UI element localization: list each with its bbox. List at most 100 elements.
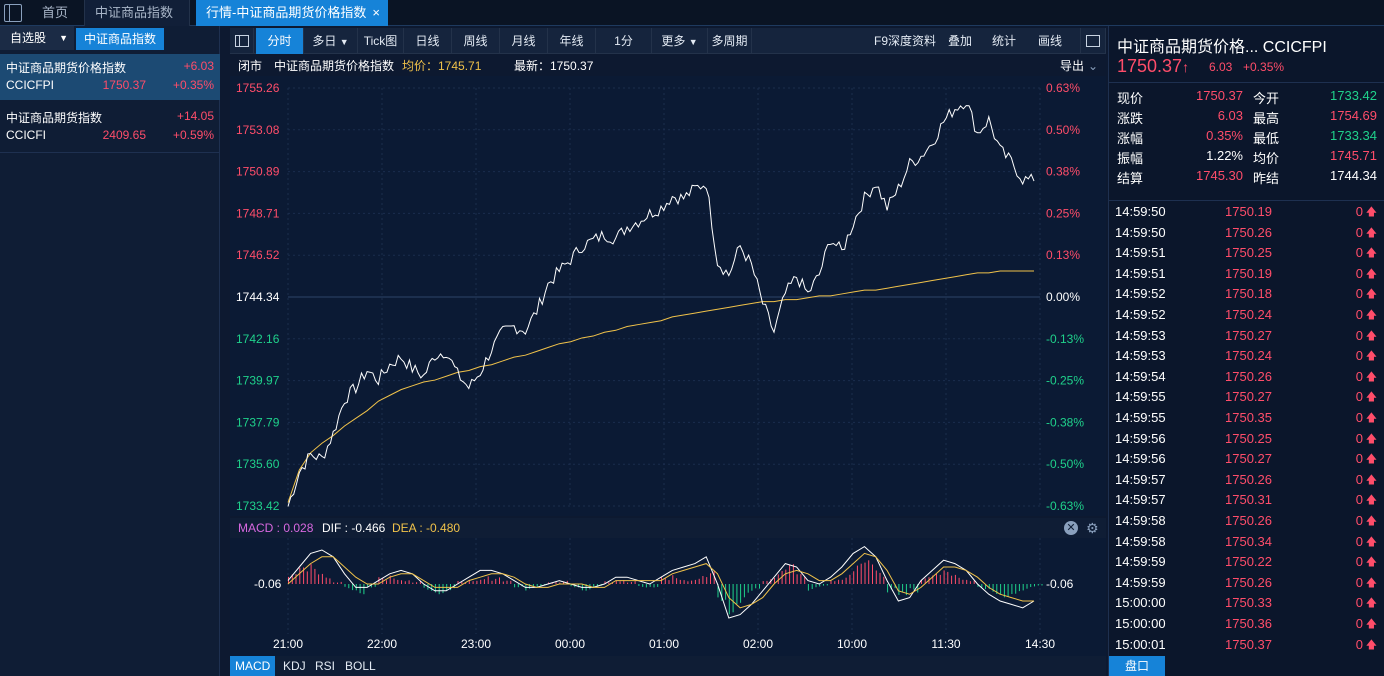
panel-toggle-icon[interactable] xyxy=(1080,28,1106,54)
chart-header: 闭市 中证商品期货价格指数 均价：1745.71 最新：1750.37 导出 ⌄ xyxy=(230,56,1106,76)
tab-watchlist[interactable]: 自选股 ▼ xyxy=(0,26,74,50)
arrow-up-icon: 🡅 xyxy=(1365,432,1377,445)
macd-bar xyxy=(563,581,564,584)
macd-bar xyxy=(645,584,647,588)
tick-time: 14:59:55 xyxy=(1115,410,1166,425)
macd-bar xyxy=(1022,584,1024,591)
arrow-up-icon: 🡅 xyxy=(1365,370,1377,383)
btn-monthly[interactable]: 月线 xyxy=(500,28,548,54)
btn-daily[interactable]: 日线 xyxy=(404,28,452,54)
btn-weekly[interactable]: 周线 xyxy=(452,28,500,54)
y-tick-label: 1748.71 xyxy=(236,206,280,220)
pct-tick-label: 0.38% xyxy=(1046,165,1080,179)
tab-commodity-index[interactable]: 中证商品指数 xyxy=(84,0,190,26)
stat-label: 均价 xyxy=(1253,151,1280,166)
macd-bar xyxy=(947,571,949,584)
intraday-chart[interactable]: 1755.26 0.63% 1753.08 0.50% 1750.89 0.38% 1748… xyxy=(230,76,1106,516)
tick-time: 14:59:53 xyxy=(1115,327,1166,343)
tick-price: 1750.26 xyxy=(1225,513,1272,528)
macd-bar xyxy=(672,575,674,584)
watchlist-item[interactable]: 中证商品期货价格指数 +6.03 CCICFPI 1750.37 +0.35% xyxy=(0,54,220,100)
btn-yearly[interactable]: 年线 xyxy=(548,28,596,54)
macd-bar xyxy=(295,574,297,584)
pct-tick-label: 0.50% xyxy=(1046,123,1080,137)
tick-volume: 0 xyxy=(1355,286,1363,302)
btn-multi-period[interactable]: 多周期 xyxy=(708,28,752,54)
tab-kdj[interactable]: KDJ xyxy=(283,659,306,673)
macd-bar xyxy=(472,581,474,584)
close-icon[interactable]: ✕ xyxy=(1064,521,1078,535)
btn-multi-day[interactable]: 多日 ▼ xyxy=(304,28,358,54)
tick-volume: 0 xyxy=(1355,265,1363,281)
btn-statistics[interactable]: 统计 xyxy=(992,34,1017,48)
macd-bar xyxy=(630,582,632,584)
arrow-up-icon: 🡅 xyxy=(1365,391,1377,404)
macd-bar xyxy=(389,575,391,584)
price-line xyxy=(287,105,1035,507)
dropdown-triangle-icon[interactable]: ▼ xyxy=(59,33,68,43)
btn-intraday[interactable]: 分时 xyxy=(256,28,304,54)
macd-bar xyxy=(710,573,711,584)
item-price: 1750.37 xyxy=(102,78,146,92)
tab-macd[interactable]: MACD xyxy=(230,656,276,676)
macd-bar xyxy=(743,584,745,598)
macd-bar xyxy=(939,574,941,584)
tick-row: 14:59:53 1750.27 0 🡅 xyxy=(1115,326,1377,347)
pct-tick-label: 0.00% xyxy=(1046,290,1080,304)
dea-value: DEA : -0.480 xyxy=(392,521,461,535)
macd-bar xyxy=(1018,584,1020,592)
btn-tick-chart[interactable]: Tick图 xyxy=(358,28,404,54)
divider xyxy=(1109,82,1384,83)
macd-bar xyxy=(310,564,312,584)
close-tab-icon[interactable]: × xyxy=(372,5,380,20)
tick-price: 1750.26 xyxy=(1225,368,1272,384)
macd-bar xyxy=(540,584,542,586)
tick-time: 14:59:58 xyxy=(1115,533,1166,549)
stat-label: 现价 xyxy=(1117,91,1144,106)
y-tick-label: 1737.79 xyxy=(236,415,280,429)
macd-bar xyxy=(363,584,365,595)
y-tick-label: 1753.08 xyxy=(236,123,280,137)
tab-active-quote[interactable]: 行情-中证商品期货价格指数 × xyxy=(196,0,388,26)
arrow-up-icon: 🡅 xyxy=(1365,618,1377,630)
y-tick-label: 1750.89 xyxy=(236,165,280,179)
x-tick-label: 11:30 xyxy=(931,637,960,651)
panel-toggle-icon[interactable] xyxy=(230,28,254,54)
chevron-down-icon[interactable]: ⌄ xyxy=(1088,59,1099,73)
arrow-up-icon: 🡅 xyxy=(1365,309,1377,321)
btn-overlay[interactable]: 叠加 xyxy=(948,34,973,48)
macd-chart[interactable]: -0.06 -0.06 21:00 22:00 23:00 00:00 01:00 02:00… xyxy=(230,538,1106,656)
tab-home[interactable]: 首页 xyxy=(42,5,69,20)
dropdown-triangle-icon: ▼ xyxy=(339,37,349,47)
arrow-up-icon: 🡅 xyxy=(1365,288,1377,301)
macd-bar xyxy=(728,584,730,615)
tab-rsi[interactable]: RSI xyxy=(315,659,336,673)
stat-label: 涨跌 xyxy=(1117,111,1144,126)
btn-drawing[interactable]: 画线 xyxy=(1038,34,1063,48)
tick-row: 14:59:53 1750.24 0 🡅 xyxy=(1115,346,1377,367)
macd-bar xyxy=(303,567,305,584)
item-name: 中证商品期货价格指数 xyxy=(6,61,127,75)
btn-more[interactable]: 更多 ▼ xyxy=(652,28,708,54)
tab-boll[interactable]: BOLL xyxy=(345,659,376,673)
stat-value: 1.22% xyxy=(1206,148,1243,163)
macd-bar xyxy=(917,584,919,593)
macd-bar xyxy=(299,567,301,584)
macd-bar xyxy=(856,565,858,584)
gear-icon[interactable]: ⚙ xyxy=(1086,520,1099,536)
tick-price: 1750.31 xyxy=(1225,492,1272,508)
tab-commodity-index-list[interactable]: 中证商品指数 xyxy=(76,28,164,50)
export-button[interactable]: 导出 xyxy=(1060,59,1085,73)
tick-time: 14:59:56 xyxy=(1115,451,1166,467)
tick-time: 14:59:51 xyxy=(1115,245,1166,261)
watchlist-item[interactable]: 中证商品期货指数 +14.05 CCICFI 2409.65 +0.59% xyxy=(0,104,220,150)
macd-bar xyxy=(412,582,414,584)
macd-bar xyxy=(593,584,595,588)
sidebar-toggle-icon[interactable] xyxy=(4,4,22,22)
tick-volume: 0 xyxy=(1355,204,1363,219)
btn-f9-depth[interactable]: F9深度资料 xyxy=(874,34,937,48)
order-book-button[interactable]: 盘口 xyxy=(1109,656,1165,676)
tick-volume: 0 xyxy=(1355,533,1363,549)
btn-1min[interactable]: 1分 xyxy=(596,28,652,54)
tick-price: 1750.33 xyxy=(1225,595,1272,611)
